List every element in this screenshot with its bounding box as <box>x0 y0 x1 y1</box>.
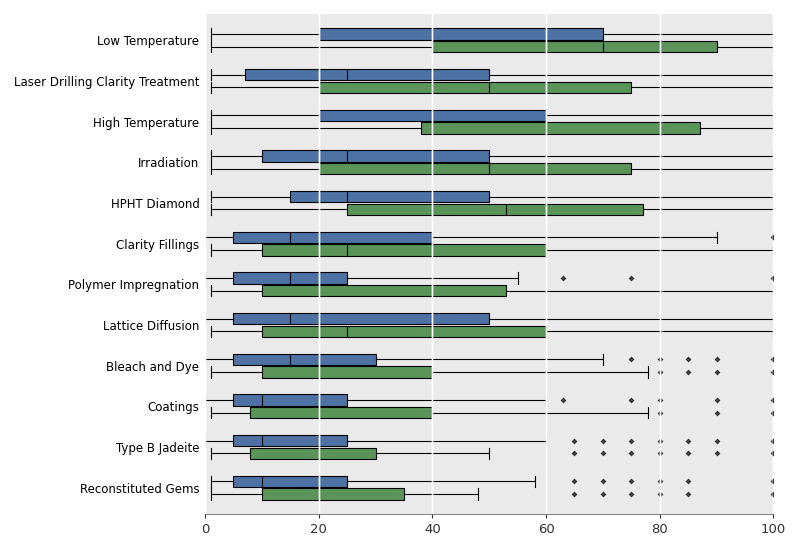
Bar <box>318 163 631 174</box>
Bar <box>318 29 603 40</box>
Bar <box>250 448 375 459</box>
Bar <box>234 476 347 487</box>
Bar <box>234 394 347 406</box>
Bar <box>347 204 642 215</box>
Bar <box>421 122 699 134</box>
Bar <box>262 326 546 337</box>
Bar <box>234 435 347 447</box>
Bar <box>432 41 717 52</box>
Bar <box>234 232 432 243</box>
Bar <box>234 313 490 324</box>
Bar <box>234 354 375 365</box>
Bar <box>250 407 432 419</box>
Bar <box>262 488 404 499</box>
Bar <box>262 150 490 162</box>
Bar <box>318 81 631 93</box>
Bar <box>262 366 432 378</box>
Bar <box>262 244 546 256</box>
Bar <box>318 109 546 121</box>
Bar <box>234 272 347 284</box>
Bar <box>262 285 506 296</box>
Bar <box>245 69 490 80</box>
Bar <box>290 191 490 202</box>
